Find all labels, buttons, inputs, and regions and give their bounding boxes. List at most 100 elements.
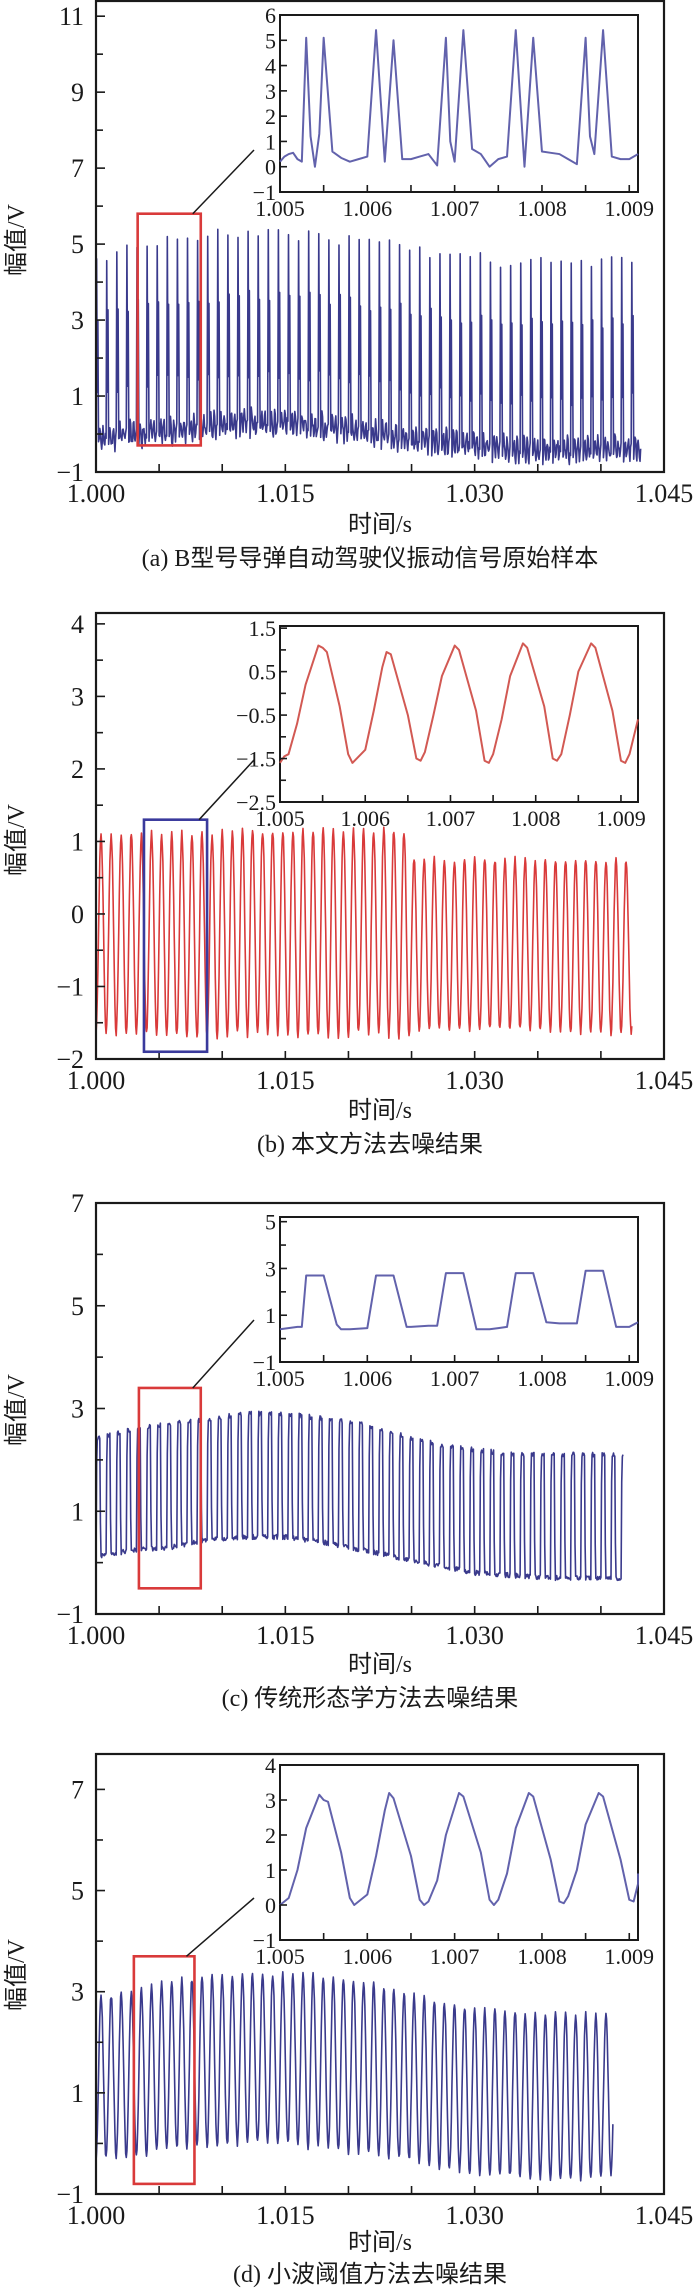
x-tick-label: 1.015 bbox=[256, 479, 315, 508]
y-tick-label: 3 bbox=[71, 1978, 84, 2007]
inset-frame bbox=[279, 625, 639, 803]
panel-caption: (c) 传统形态学方法去噪结果 bbox=[222, 1685, 519, 1712]
y-tick-label: 7 bbox=[71, 1189, 84, 1218]
inset-x-tick-label: 1.006 bbox=[343, 1944, 393, 1969]
inset-y-tick-label: 1 bbox=[265, 1303, 276, 1328]
inset-series-line bbox=[279, 1269, 639, 1331]
inset-x-tick-label: 1.007 bbox=[430, 1366, 480, 1391]
zoom-region-box bbox=[136, 212, 203, 447]
y-tick-label: 1 bbox=[71, 1497, 84, 1526]
x-axis-title: 时间/s bbox=[348, 1651, 412, 1678]
x-tick-label: 1.045 bbox=[635, 1066, 694, 1095]
panel-caption: (a) B型号导弹自动驾驶仪振动信号原始样本 bbox=[142, 545, 599, 572]
inset-x-tick-label: 1.009 bbox=[605, 1944, 655, 1969]
inset-x-tick-label: 1.006 bbox=[343, 196, 393, 221]
inset-y-tick-label: 0 bbox=[265, 155, 276, 180]
y-tick-label: 9 bbox=[71, 78, 84, 107]
y-tick-label: 3 bbox=[71, 682, 84, 711]
inset-x-tick-label: 1.009 bbox=[605, 196, 655, 221]
inset-y-tick-label: 2 bbox=[265, 1823, 276, 1848]
y-tick-label: 7 bbox=[71, 154, 84, 183]
inset-x-tick-label: 1.008 bbox=[517, 1366, 567, 1391]
x-tick-label: 1.000 bbox=[67, 1621, 126, 1650]
plot-frame bbox=[94, 0, 666, 474]
y-tick-label: −1 bbox=[56, 458, 84, 487]
inset-x-tick-label: 1.007 bbox=[426, 806, 476, 831]
x-tick-label: 1.045 bbox=[635, 479, 694, 508]
inset-y-tick-label: 4 bbox=[265, 54, 276, 79]
y-axis-title: 幅值/V bbox=[3, 1373, 30, 1446]
inset-y-tick-label: −1 bbox=[253, 1928, 276, 1953]
x-tick-label: 1.000 bbox=[67, 479, 126, 508]
x-tick-label: 1.015 bbox=[256, 1621, 315, 1650]
inset-y-tick-label: 1 bbox=[265, 129, 276, 154]
y-tick-label: 7 bbox=[71, 1775, 84, 1804]
x-axis-title: 时间/s bbox=[348, 2229, 412, 2256]
x-tick-label: 1.015 bbox=[256, 1066, 315, 1095]
x-tick-label: 1.000 bbox=[67, 2201, 126, 2230]
inset-frame bbox=[279, 1764, 639, 1941]
series-line-a bbox=[95, 228, 642, 466]
zoom-connector-line bbox=[192, 1319, 255, 1389]
x-tick-label: 1.015 bbox=[256, 2201, 315, 2230]
inset-x-tick-label: 1.008 bbox=[517, 196, 567, 221]
inset-y-tick-label: 2 bbox=[265, 104, 276, 129]
zoom-region-box bbox=[142, 818, 209, 1054]
inset-y-tick-label: 3 bbox=[265, 1256, 276, 1281]
y-tick-label: 2 bbox=[71, 755, 84, 784]
y-tick-label: 0 bbox=[71, 900, 84, 929]
panel-caption: (d) 小波阈值方法去噪结果 bbox=[233, 2261, 507, 2288]
inset-series-line bbox=[279, 642, 639, 764]
y-tick-label: 11 bbox=[59, 2, 84, 31]
inset-y-tick-label: 3 bbox=[265, 1788, 276, 1813]
inset-y-tick-label: −1 bbox=[253, 1350, 276, 1375]
zoom-region-box bbox=[137, 1386, 203, 1590]
y-tick-label: 1 bbox=[71, 827, 84, 856]
y-tick-label: 5 bbox=[71, 230, 84, 259]
y-tick-label: 3 bbox=[71, 1395, 84, 1424]
inset-y-tick-label: 6 bbox=[265, 3, 276, 28]
y-tick-label: 5 bbox=[71, 1292, 84, 1321]
x-tick-label: 1.030 bbox=[445, 2201, 504, 2230]
zoom-connector-line bbox=[192, 149, 255, 215]
inset-x-tick-label: 1.005 bbox=[255, 806, 305, 831]
inset-x-tick-label: 1.005 bbox=[255, 1944, 305, 1969]
x-tick-label: 1.045 bbox=[635, 1621, 694, 1650]
inset-y-tick-label: −1.5 bbox=[236, 747, 276, 772]
inset-x-tick-label: 1.006 bbox=[340, 806, 390, 831]
y-tick-label: 5 bbox=[71, 1877, 84, 1906]
panel-b: −2 −1 0 1 2 3 4 1.000 1.015 1.030 1.045 时间/s 幅值/V −2.… bbox=[3, 610, 693, 1158]
inset-y-tick-label: −1 bbox=[253, 180, 276, 205]
y-tick-label: 4 bbox=[71, 610, 84, 639]
panel-d: −1 1 3 5 7 1.000 1.015 1.030 1.045 时间/s 幅值/V −1 0 1 2 3… bbox=[3, 1752, 693, 2288]
inset-y-tick-label: 5 bbox=[265, 28, 276, 53]
inset-y-tick-label: 0.5 bbox=[249, 660, 277, 685]
inset-series-line bbox=[279, 1792, 639, 1906]
inset-x-tick-label: 1.009 bbox=[605, 1366, 655, 1391]
plot-frame bbox=[94, 611, 666, 1061]
plot-frame bbox=[94, 1752, 666, 2196]
zoom-connector-line bbox=[198, 759, 255, 821]
y-axis-title: 幅值/V bbox=[3, 203, 30, 276]
y-tick-label: −1 bbox=[56, 2180, 84, 2209]
inset-x-tick-label: 1.008 bbox=[517, 1944, 567, 1969]
inset-y-tick-label: 0 bbox=[265, 1893, 276, 1918]
series-line-b bbox=[95, 826, 633, 1040]
panel-caption: (b) 本文方法去噪结果 bbox=[257, 1131, 483, 1158]
x-tick-label: 1.030 bbox=[445, 479, 504, 508]
inset-y-tick-label: 1.5 bbox=[249, 616, 277, 641]
inset-y-tick-label: 5 bbox=[265, 1210, 276, 1235]
y-tick-label: 1 bbox=[71, 382, 84, 411]
series-line-c bbox=[95, 1410, 624, 1582]
x-tick-label: 1.030 bbox=[445, 1066, 504, 1095]
x-tick-label: 1.000 bbox=[67, 1066, 126, 1095]
inset-x-tick-label: 1.005 bbox=[255, 196, 305, 221]
series-line-d bbox=[95, 1971, 614, 2182]
inset-y-tick-label: −0.5 bbox=[236, 703, 276, 728]
zoom-region-box bbox=[132, 1954, 196, 2186]
inset-y-tick-label: 3 bbox=[265, 79, 276, 104]
inset-x-tick-label: 1.007 bbox=[430, 1944, 480, 1969]
x-axis-title: 时间/s bbox=[348, 511, 412, 538]
